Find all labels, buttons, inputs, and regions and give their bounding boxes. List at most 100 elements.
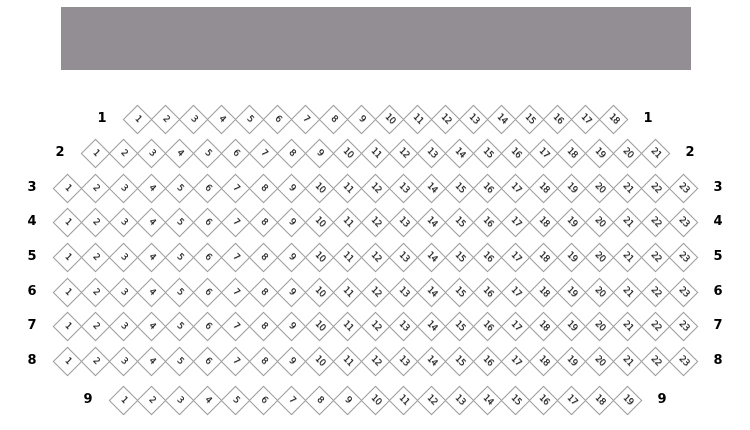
seat-r7-n5[interactable]: 5: [164, 311, 194, 341]
seat-r3-n3[interactable]: 3: [108, 173, 138, 203]
seat-r6-n8[interactable]: 8: [248, 277, 278, 307]
seat-r6-n9[interactable]: 9: [276, 277, 306, 307]
seat-r9-n3[interactable]: 3: [164, 385, 194, 415]
seat-r5-n5[interactable]: 5: [164, 242, 194, 272]
seat-r7-n22[interactable]: 22: [640, 311, 670, 341]
seat-r5-n20[interactable]: 20: [584, 242, 614, 272]
seat-r3-n22[interactable]: 22: [640, 173, 670, 203]
seat-r4-n7[interactable]: 7: [220, 207, 250, 237]
seat-r3-n16[interactable]: 16: [472, 173, 502, 203]
seat-r8-n18[interactable]: 18: [528, 346, 558, 376]
seat-r6-n1[interactable]: 1: [52, 277, 82, 307]
seat-r6-n19[interactable]: 19: [556, 277, 586, 307]
seat-r3-n14[interactable]: 14: [416, 173, 446, 203]
seat-r3-n23[interactable]: 23: [668, 173, 698, 203]
seat-r4-n23[interactable]: 23: [668, 207, 698, 237]
seat-r8-n14[interactable]: 14: [416, 346, 446, 376]
seat-r8-n11[interactable]: 11: [332, 346, 362, 376]
seat-r6-n16[interactable]: 16: [472, 277, 502, 307]
seat-r1-n18[interactable]: 18: [598, 104, 628, 134]
seat-r5-n17[interactable]: 17: [500, 242, 530, 272]
seat-r5-n21[interactable]: 21: [612, 242, 642, 272]
seat-r3-n6[interactable]: 6: [192, 173, 222, 203]
seat-r5-n3[interactable]: 3: [108, 242, 138, 272]
seat-r7-n20[interactable]: 20: [584, 311, 614, 341]
seat-r1-n16[interactable]: 16: [542, 104, 572, 134]
seat-r6-n18[interactable]: 18: [528, 277, 558, 307]
seat-r6-n20[interactable]: 20: [584, 277, 614, 307]
seat-r4-n6[interactable]: 6: [192, 207, 222, 237]
seat-r1-n14[interactable]: 14: [486, 104, 516, 134]
seat-r5-n19[interactable]: 19: [556, 242, 586, 272]
seat-r9-n8[interactable]: 8: [304, 385, 334, 415]
seat-r4-n11[interactable]: 11: [332, 207, 362, 237]
seat-r3-n8[interactable]: 8: [248, 173, 278, 203]
seat-r1-n12[interactable]: 12: [430, 104, 460, 134]
seat-r9-n10[interactable]: 10: [360, 385, 390, 415]
seat-r3-n17[interactable]: 17: [500, 173, 530, 203]
seat-r9-n6[interactable]: 6: [248, 385, 278, 415]
seat-r7-n10[interactable]: 10: [304, 311, 334, 341]
seat-r2-n17[interactable]: 17: [528, 138, 558, 168]
seat-r1-n11[interactable]: 11: [402, 104, 432, 134]
seat-r7-n11[interactable]: 11: [332, 311, 362, 341]
seat-r3-n20[interactable]: 20: [584, 173, 614, 203]
seat-r1-n8[interactable]: 8: [318, 104, 348, 134]
seat-r4-n21[interactable]: 21: [612, 207, 642, 237]
seat-r1-n5[interactable]: 5: [234, 104, 264, 134]
seat-r7-n19[interactable]: 19: [556, 311, 586, 341]
seat-r5-n14[interactable]: 14: [416, 242, 446, 272]
seat-r9-n4[interactable]: 4: [192, 385, 222, 415]
seat-r7-n14[interactable]: 14: [416, 311, 446, 341]
seat-r7-n23[interactable]: 23: [668, 311, 698, 341]
seat-r6-n17[interactable]: 17: [500, 277, 530, 307]
seat-r8-n23[interactable]: 23: [668, 346, 698, 376]
seat-r8-n8[interactable]: 8: [248, 346, 278, 376]
seat-r7-n1[interactable]: 1: [52, 311, 82, 341]
seat-r6-n6[interactable]: 6: [192, 277, 222, 307]
seat-r5-n9[interactable]: 9: [276, 242, 306, 272]
seat-r3-n12[interactable]: 12: [360, 173, 390, 203]
seat-r4-n9[interactable]: 9: [276, 207, 306, 237]
seat-r4-n3[interactable]: 3: [108, 207, 138, 237]
seat-r8-n5[interactable]: 5: [164, 346, 194, 376]
seat-r8-n6[interactable]: 6: [192, 346, 222, 376]
seat-r1-n9[interactable]: 9: [346, 104, 376, 134]
seat-r3-n13[interactable]: 13: [388, 173, 418, 203]
seat-r4-n15[interactable]: 15: [444, 207, 474, 237]
seat-r7-n3[interactable]: 3: [108, 311, 138, 341]
seat-r9-n1[interactable]: 1: [108, 385, 138, 415]
seat-r4-n17[interactable]: 17: [500, 207, 530, 237]
seat-r9-n7[interactable]: 7: [276, 385, 306, 415]
seat-r6-n5[interactable]: 5: [164, 277, 194, 307]
seat-r7-n4[interactable]: 4: [136, 311, 166, 341]
seat-r9-n2[interactable]: 2: [136, 385, 166, 415]
seat-r5-n4[interactable]: 4: [136, 242, 166, 272]
seat-r2-n3[interactable]: 3: [136, 138, 166, 168]
seat-r2-n4[interactable]: 4: [164, 138, 194, 168]
seat-r2-n7[interactable]: 7: [248, 138, 278, 168]
seat-r9-n11[interactable]: 11: [388, 385, 418, 415]
seat-r1-n15[interactable]: 15: [514, 104, 544, 134]
seat-r1-n17[interactable]: 17: [570, 104, 600, 134]
seat-r9-n13[interactable]: 13: [444, 385, 474, 415]
seat-r8-n13[interactable]: 13: [388, 346, 418, 376]
seat-r3-n1[interactable]: 1: [52, 173, 82, 203]
seat-r1-n13[interactable]: 13: [458, 104, 488, 134]
seat-r3-n4[interactable]: 4: [136, 173, 166, 203]
seat-r8-n1[interactable]: 1: [52, 346, 82, 376]
seat-r4-n13[interactable]: 13: [388, 207, 418, 237]
seat-r2-n12[interactable]: 12: [388, 138, 418, 168]
seat-r6-n23[interactable]: 23: [668, 277, 698, 307]
seat-r7-n16[interactable]: 16: [472, 311, 502, 341]
seat-r6-n13[interactable]: 13: [388, 277, 418, 307]
seat-r4-n5[interactable]: 5: [164, 207, 194, 237]
seat-r9-n12[interactable]: 12: [416, 385, 446, 415]
seat-r9-n9[interactable]: 9: [332, 385, 362, 415]
seat-r6-n2[interactable]: 2: [80, 277, 110, 307]
seat-r7-n21[interactable]: 21: [612, 311, 642, 341]
seat-r2-n11[interactable]: 11: [360, 138, 390, 168]
seat-r4-n18[interactable]: 18: [528, 207, 558, 237]
seat-r4-n10[interactable]: 10: [304, 207, 334, 237]
seat-r3-n11[interactable]: 11: [332, 173, 362, 203]
